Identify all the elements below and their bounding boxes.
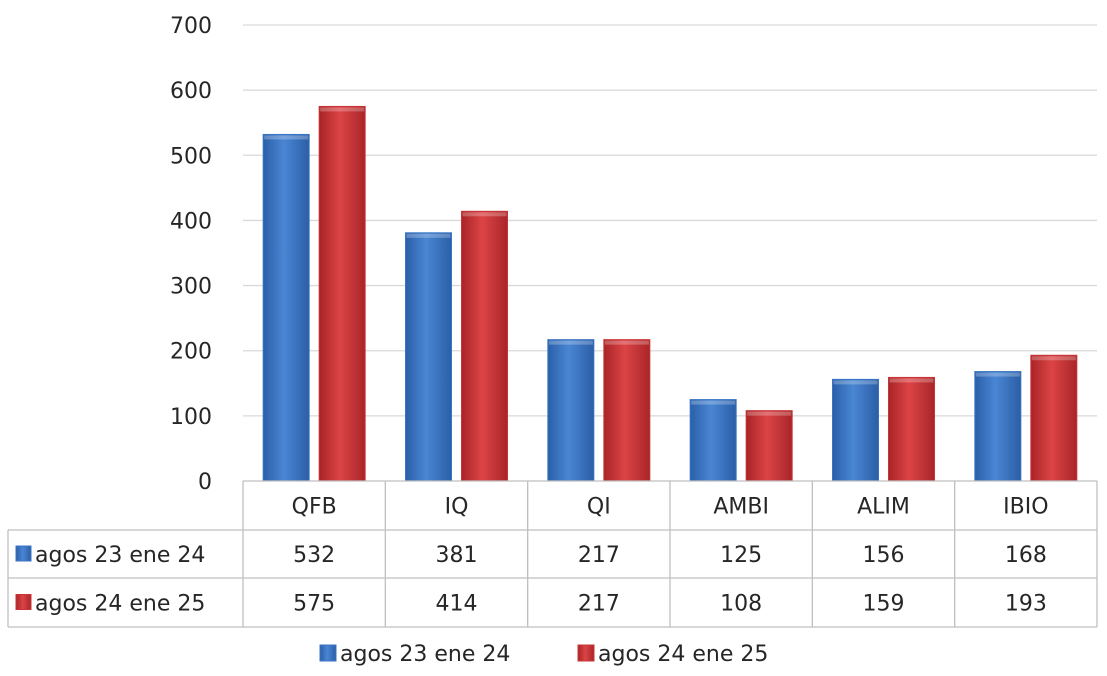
bar-highlight	[691, 400, 736, 405]
gridlines	[243, 24, 1097, 417]
table-cell-value: 168	[1005, 543, 1047, 568]
category-label: QFB	[292, 495, 337, 520]
table-cell-value: 532	[293, 543, 335, 568]
bar-highlight	[889, 378, 934, 383]
data-table: QFB IQ QI AMBI ALIM IBIO agos 23 ene 24 532 381 2…	[7, 480, 1098, 628]
bar-alim-series-2	[888, 376, 935, 482]
category-label: IBIO	[1003, 495, 1048, 520]
table-cell-value: 217	[578, 543, 620, 568]
y-tick-label: 400	[170, 209, 212, 234]
y-tick-label: 600	[170, 79, 212, 104]
bar-highlight	[1031, 356, 1076, 361]
bar-highlight	[264, 135, 309, 140]
category-label: QI	[587, 495, 611, 520]
category-label: AMBI	[713, 495, 769, 520]
table-series-key	[15, 594, 32, 610]
bar-highlight	[406, 233, 451, 238]
y-tick-label: 200	[170, 340, 212, 365]
table-series-name: agos 23 ene 24	[35, 543, 205, 568]
bar-highlight	[604, 340, 649, 345]
table-cell-value: 108	[720, 592, 762, 617]
y-tick-label: 500	[170, 144, 212, 169]
y-tick-label: 300	[170, 275, 212, 300]
y-tick-label: 700	[170, 14, 212, 39]
table-series-name: agos 24 ene 25	[35, 592, 205, 617]
bar-highlight	[833, 380, 878, 385]
table-cell-value: 125	[720, 543, 762, 568]
bar-qi-series-2	[603, 339, 651, 482]
bar-ambi-series-1	[689, 399, 737, 482]
bar-highlight	[320, 107, 365, 112]
bar-highlight	[747, 411, 792, 416]
bar-qfb-series-1	[262, 133, 310, 482]
bars	[262, 105, 1078, 482]
category-label: IQ	[445, 495, 469, 520]
table-cell-value: 414	[436, 592, 478, 617]
table-cell-value: 575	[293, 592, 335, 617]
table-cell-value: 156	[863, 543, 905, 568]
category-label: ALIM	[857, 495, 910, 520]
bar-highlight	[548, 340, 593, 345]
table-series-key	[15, 545, 32, 562]
bar-highlight	[462, 212, 507, 217]
y-axis-labels: 0 100 200 300 400 500 600 700	[170, 14, 212, 495]
bar-ambi-series-2	[745, 410, 793, 482]
bar-iq-series-2	[461, 210, 508, 482]
table-cell-value: 193	[1005, 592, 1047, 617]
table-cell-value: 217	[578, 592, 620, 617]
bar-ibio-series-2	[1030, 354, 1078, 482]
y-tick-label: 0	[198, 470, 212, 495]
y-tick-label: 100	[170, 405, 212, 430]
bar-highlight	[975, 372, 1020, 377]
legend-label: agos 24 ene 25	[598, 642, 768, 667]
bar-qi-series-1	[547, 339, 595, 482]
table-cell-value: 381	[436, 543, 478, 568]
legend: agos 23 ene 24 agos 24 ene 25	[319, 642, 768, 667]
legend-swatch	[577, 644, 595, 662]
table-cell-value: 159	[863, 592, 905, 617]
legend-label: agos 23 ene 24	[340, 642, 510, 667]
bar-iq-series-1	[405, 232, 452, 482]
legend-swatch	[319, 644, 337, 662]
bar-ibio-series-1	[974, 371, 1022, 482]
bar-qfb-series-2	[318, 105, 366, 482]
bar-alim-series-1	[832, 378, 879, 482]
